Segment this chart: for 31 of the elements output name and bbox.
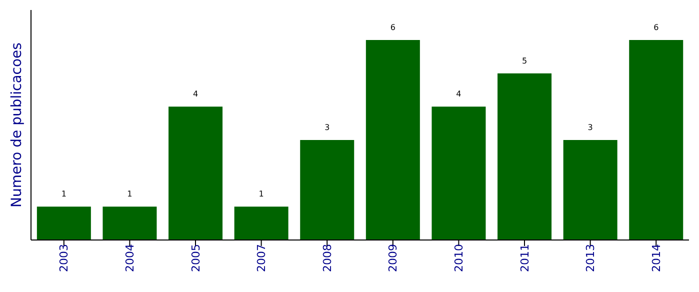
bar [300,140,354,240]
data-label: 3 [588,123,593,132]
data-label: 1 [61,190,66,199]
bar [168,106,223,240]
bar [366,40,420,240]
x-tick-label: 2011 [518,244,532,272]
x-tick-label: 2004 [124,244,137,272]
x-tick-label: 2013 [584,244,598,272]
x-tick-label: 2014 [650,244,663,272]
bar [432,106,486,240]
data-label: 1 [258,190,264,199]
data-label: 6 [654,23,659,32]
data-label: 6 [390,23,396,32]
bar [563,140,618,240]
bar [498,73,552,240]
bar [36,206,91,240]
x-tick-label: 2003 [58,244,71,272]
x-tick-label: 2010 [452,244,466,272]
data-label: 4 [456,90,462,99]
x-tick-label: 2009 [386,244,400,272]
bar [102,206,157,240]
data-label: 3 [324,123,330,132]
bar [234,206,288,240]
data-label: 4 [192,90,198,99]
y-axis-title: Numero de publicacoes [9,42,25,208]
bar [629,40,684,240]
data-label: 5 [522,56,528,66]
x-tick-label: 2005 [189,244,202,272]
data-label: 1 [127,190,132,199]
x-tick-label: 2007 [255,244,268,272]
x-tick-label: 2008 [320,244,334,272]
